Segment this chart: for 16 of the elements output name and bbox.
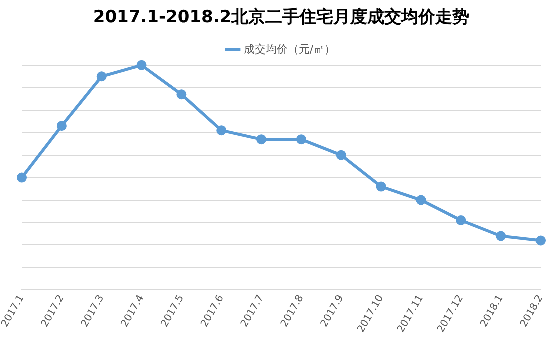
point [56, 121, 67, 132]
legend-label: 成交均价（元/㎡） [244, 42, 336, 56]
point [376, 182, 386, 192]
point [136, 60, 147, 70]
point [496, 231, 506, 242]
point [536, 236, 546, 246]
point [216, 126, 227, 136]
chart-title: 2017.1-2018.2北京二手住宅月度成交均价走势 [93, 8, 470, 28]
point [296, 134, 306, 145]
point [416, 195, 426, 206]
point [336, 150, 346, 160]
point [456, 216, 466, 226]
point [256, 134, 267, 145]
point [176, 90, 187, 100]
point [96, 72, 107, 82]
point [17, 172, 27, 183]
